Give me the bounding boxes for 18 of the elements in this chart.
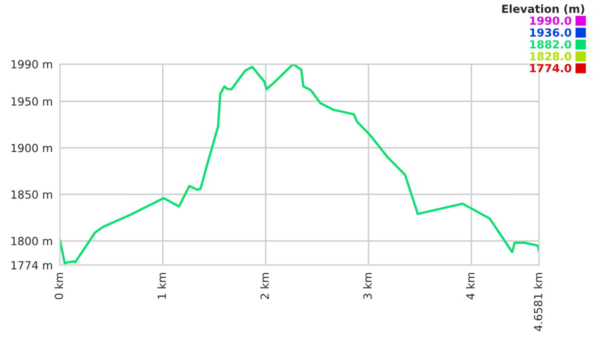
color-bar-label: 1882.0 [530,40,572,49]
color-bar-label: 1774.0 [530,64,572,72]
x-tick-label: 0 km [54,272,64,300]
color-bar-label: 1828.0 [530,52,572,60]
x-tick-label: 4.6581 km [534,272,542,332]
y-tick-label: 1950 m [12,97,52,106]
x-tick-label: 1 km [157,272,166,299]
x-tick-label: 2 km [260,272,269,300]
y-tick-label: 1990 m [12,60,52,68]
y-tick-label: 1850 m [12,190,52,199]
x-tick-label: 4 km [466,272,474,300]
y-tick-label: 1774 m [12,261,52,270]
x-tick-label: 3 km [363,272,372,300]
color-bar-label: 1990.0 [530,16,572,25]
color-bar-title: Elevation (m) [502,4,584,14]
color-bar-label: 1936.0 [530,28,572,37]
y-tick-label: 1900 m [12,144,52,152]
y-tick-label: 1800 m [12,236,52,246]
